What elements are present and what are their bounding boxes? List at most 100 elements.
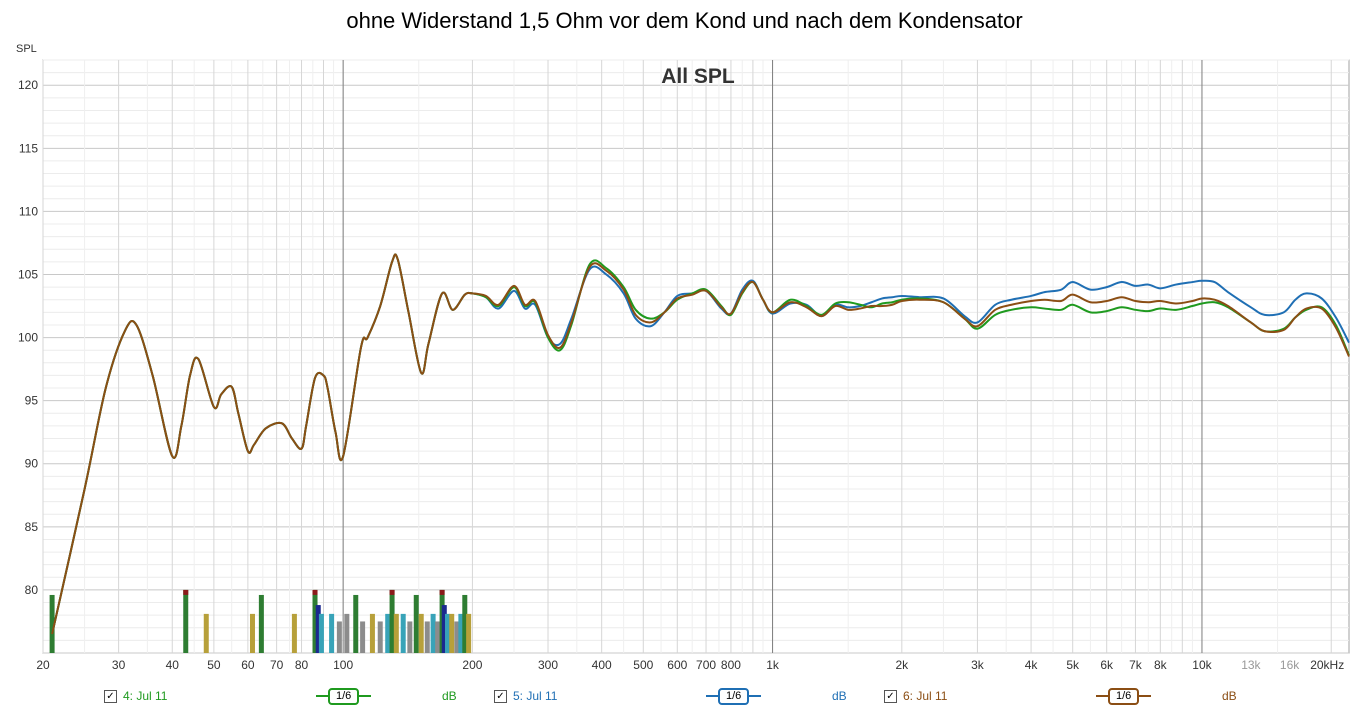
distortion-bar xyxy=(329,613,335,653)
x-tick-label: 30 xyxy=(112,658,126,672)
distortion-bar xyxy=(413,594,419,653)
line-swatch xyxy=(1096,695,1108,697)
x-tick-label: 7k xyxy=(1129,658,1143,672)
distortion-bar xyxy=(385,613,391,653)
distortion-bar-cap xyxy=(183,589,189,595)
legend-label: 5: Jul 11 xyxy=(513,689,558,703)
distortion-bar xyxy=(441,605,447,653)
y-tick-label: 105 xyxy=(18,267,38,281)
distortion-bar xyxy=(435,621,441,653)
distortion-bar xyxy=(449,613,455,653)
y-tick-label: 90 xyxy=(25,457,39,471)
distortion-bar xyxy=(466,613,472,653)
distortion-bar xyxy=(430,613,436,653)
legend-item-4[interactable]: ✓ 4: Jul 11 xyxy=(104,686,167,706)
checkbox-icon[interactable]: ✓ xyxy=(494,689,507,703)
x-tick-label: 13k xyxy=(1241,658,1261,672)
line-swatch xyxy=(749,695,762,697)
legend-item-6[interactable]: ✓ 6: Jul 11 xyxy=(884,686,947,706)
distortion-bar-cap xyxy=(312,589,318,595)
line-swatch xyxy=(706,695,718,697)
distortion-bar xyxy=(49,594,55,653)
distortion-bar-cap xyxy=(389,589,395,595)
smoothing-value[interactable]: 1/6 xyxy=(328,687,360,705)
x-tick-label: 400 xyxy=(592,658,612,672)
chart-title: ohne Widerstand 1,5 Ohm vor dem Kond und… xyxy=(346,8,1023,33)
legend-item-5[interactable]: ✓ 5: Jul 11 xyxy=(494,686,557,706)
distortion-bar xyxy=(183,589,189,653)
distortion-bar xyxy=(291,613,297,653)
line-swatch xyxy=(359,695,372,697)
distortion-bar xyxy=(418,613,424,653)
distortion-bar xyxy=(344,613,350,653)
distortion-bar xyxy=(393,613,399,653)
distortion-bar-cap xyxy=(439,589,445,595)
unit-label: dB xyxy=(442,689,457,703)
y-tick-label: 85 xyxy=(25,520,39,534)
x-tick-label: 20 xyxy=(36,658,50,672)
smoothing-control-6[interactable]: 1/6 xyxy=(1096,686,1152,706)
distortion-bar xyxy=(369,613,375,653)
distortion-bar xyxy=(203,613,209,653)
distortion-bar xyxy=(389,589,395,653)
x-tick-label: 1k xyxy=(766,658,780,672)
y-tick-label: 120 xyxy=(18,78,38,92)
x-tick-label: 60 xyxy=(241,658,255,672)
labels-layer: 80 85 90 95 100 105 110 115 120 SPL 20 30 40 50 60 70 80… xyxy=(16,43,1344,672)
distortion-bar xyxy=(315,605,321,653)
distortion-bar xyxy=(360,621,366,653)
y-tick-label: 95 xyxy=(25,394,39,408)
x-tick-label: 3k xyxy=(971,658,985,672)
x-tick-label: 50 xyxy=(207,658,221,672)
x-tick-label: 40 xyxy=(166,658,180,672)
x-tick-label: 600 xyxy=(667,658,687,672)
y-tick-label: 110 xyxy=(19,204,38,218)
x-tick-label: 10k xyxy=(1192,658,1212,672)
x-tick-label: 70 xyxy=(270,658,284,672)
checkbox-icon[interactable]: ✓ xyxy=(104,689,117,703)
distortion-bar xyxy=(353,594,359,653)
distortion-bar xyxy=(407,621,413,653)
distortion-bar xyxy=(336,621,342,653)
x-tick-label: 2k xyxy=(895,658,909,672)
distortion-bar xyxy=(249,613,255,653)
distortion-bar xyxy=(318,613,324,653)
x-tick-label: 500 xyxy=(633,658,653,672)
x-tick-label: 200 xyxy=(462,658,482,672)
unit-label: dB xyxy=(832,689,847,703)
x-tick-label: 8k xyxy=(1154,658,1168,672)
distortion-bar xyxy=(424,621,430,653)
x-tick-label: 800 xyxy=(721,658,741,672)
distortion-bar xyxy=(462,594,468,653)
chart-subtitle: All SPL xyxy=(661,65,735,88)
distortion-bar xyxy=(458,613,464,653)
y-tick-label: 100 xyxy=(18,331,38,345)
smoothing-control-4[interactable]: 1/6 xyxy=(316,686,372,706)
x-tick-label: 20kHz xyxy=(1310,658,1344,672)
x-tick-label: 100 xyxy=(333,658,353,672)
legend-label: 4: Jul 11 xyxy=(123,689,168,703)
checkbox-icon[interactable]: ✓ xyxy=(884,689,897,703)
unit-label: dB xyxy=(1222,689,1237,703)
distortion-bar xyxy=(454,621,460,653)
smoothing-value[interactable]: 1/6 xyxy=(718,687,750,705)
y-axis-label: SPL xyxy=(16,43,37,55)
distortion-bar xyxy=(377,621,383,653)
smoothing-value[interactable]: 1/6 xyxy=(1108,687,1140,705)
distortion-bar xyxy=(400,613,406,653)
distortion-bar xyxy=(312,589,318,653)
line-swatch xyxy=(316,695,328,697)
series-line-6 xyxy=(51,253,1350,635)
x-tick-label: 16k xyxy=(1280,658,1300,672)
line-swatch xyxy=(1139,695,1152,697)
x-tick-label: 700 xyxy=(696,658,716,672)
spl-chart[interactable]: 80 85 90 95 100 105 110 115 120 SPL 20 30 40 50 60 70 80… xyxy=(0,0,1369,680)
smoothing-control-5[interactable]: 1/6 xyxy=(706,686,762,706)
x-tick-label: 4k xyxy=(1025,658,1039,672)
x-tick-label: 5k xyxy=(1066,658,1080,672)
plot-frame xyxy=(42,59,1350,654)
series-layer xyxy=(51,253,1350,635)
legend-label: 6: Jul 11 xyxy=(903,689,948,703)
distortion-bar xyxy=(445,613,451,653)
distortion-bar xyxy=(258,594,264,653)
